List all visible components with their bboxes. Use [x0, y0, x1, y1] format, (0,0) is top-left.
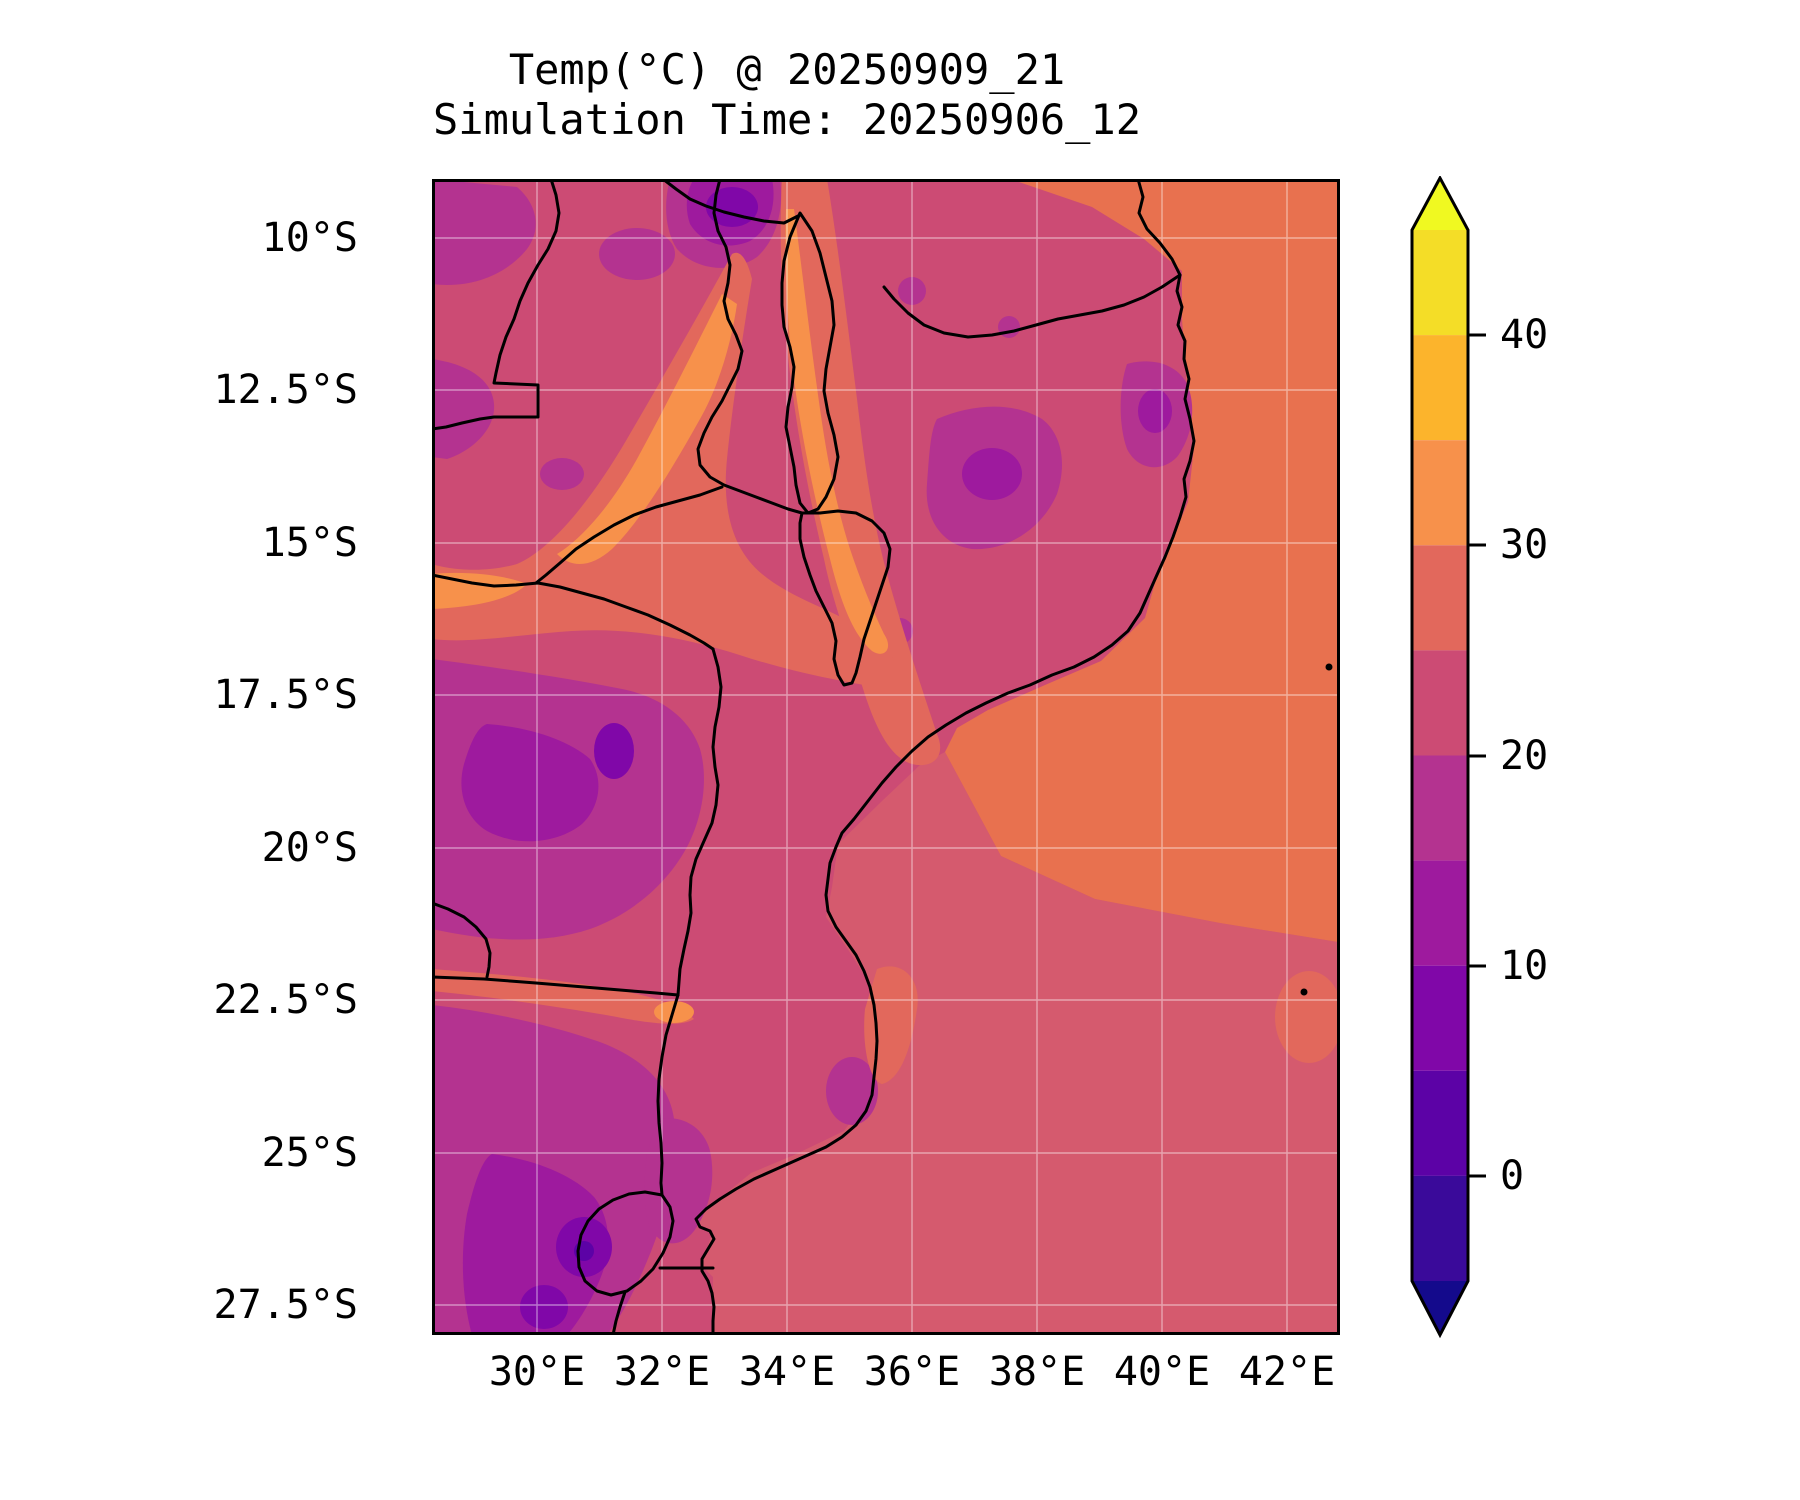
colorbar-segment: [1412, 860, 1468, 966]
colorbar-segment: [1412, 755, 1468, 861]
colorbar-tick-label: 10: [1500, 943, 1549, 989]
colorbar: [1410, 176, 1486, 1339]
border-eswatini: [576, 1190, 675, 1297]
border-malawi-west: [696, 179, 804, 515]
border-ruvuma: [882, 273, 1182, 339]
border-congo-pedicle: [432, 179, 561, 431]
region-ocean-southeast: [694, 752, 1338, 1335]
region-namuli-cool-core: [962, 448, 1022, 500]
region-hill-dot-1: [898, 277, 926, 305]
colorbar-outline: [1410, 176, 1470, 1339]
plot-subtitle: Simulation Time: 20250906_12: [432, 95, 1142, 144]
y-tick-label: 17.5°S: [213, 672, 359, 718]
region-sw-cool-core: [462, 1154, 609, 1335]
region-lake-malawi-rift-warm: [780, 179, 941, 766]
y-tick-label: 12.5°S: [213, 367, 359, 413]
x-tick-label: 42°E: [1238, 1349, 1336, 1395]
region-sw-cold-spot-2: [520, 1285, 568, 1329]
colorbar-segment: [1412, 1175, 1468, 1281]
region-zimbabwe-cool-core: [461, 724, 599, 842]
colorbar-segment: [1412, 545, 1468, 651]
colorbar-tick-label: 20: [1500, 733, 1549, 779]
x-tick-label: 30°E: [488, 1349, 586, 1395]
colorbar-segment: [1412, 440, 1468, 546]
map-plot: [432, 179, 1340, 1335]
colorbar-segment: [1412, 1070, 1468, 1176]
region-warm-eddy-map-edge: [1275, 971, 1340, 1063]
region-luangwa-valley-hot: [557, 294, 737, 565]
y-tick-label: 27.5°S: [213, 1282, 359, 1328]
island-dot-2: [1300, 988, 1308, 996]
colorbar-ticks: [1468, 333, 1486, 1178]
region-nw-plateau-4: [540, 458, 584, 490]
region-ocean-northeast: [945, 179, 1338, 942]
colorbar-tick-label: 30: [1500, 522, 1549, 568]
colorbar-under-arrow: [1412, 1281, 1468, 1335]
colorbar-tick-label: 0: [1500, 1153, 1525, 1199]
y-tick-label: 20°S: [261, 825, 358, 871]
x-tick-label: 36°E: [863, 1349, 961, 1395]
region-highland-cold-spot: [594, 723, 634, 779]
borders: [432, 179, 1196, 1335]
border-southafrica-south: [611, 1290, 627, 1335]
colorbar-segment: [1412, 230, 1468, 336]
border-botswana-zimbabwe: [432, 901, 492, 979]
border-kruger: [656, 993, 680, 1197]
x-tick-label: 32°E: [613, 1349, 711, 1395]
colorbar-segment: [1412, 965, 1468, 1071]
border-zimbabwe-mozambique: [676, 647, 723, 997]
y-tick-label: 25°S: [261, 1130, 358, 1176]
region-nw-plateau-2: [599, 228, 675, 280]
region-nw-plateau-3: [432, 359, 495, 459]
region-coastal-ne-cool-core: [1138, 389, 1172, 433]
border-zambia-malawi: [534, 485, 724, 585]
colorbar-tick-label: 40: [1500, 312, 1549, 358]
x-tick-label: 34°E: [738, 1349, 836, 1395]
region-lake-malawi-hot-core: [785, 209, 889, 654]
border-malawi-south-lobe: [798, 509, 892, 687]
colorbar-over-arrow: [1412, 178, 1468, 230]
region-mid-zambezi-hot: [432, 572, 527, 609]
border-coastline: [694, 179, 1196, 1335]
colorbar-segment: [1412, 650, 1468, 756]
map-frame: [432, 179, 1340, 1335]
region-inhambane-hills: [826, 1057, 878, 1125]
island-dot-1: [1325, 663, 1333, 671]
y-tick-label: 15°S: [261, 520, 358, 566]
border-tanzania-zambia: [661, 179, 802, 225]
region-nw-plateau-1: [432, 179, 536, 285]
y-tick-label: 10°S: [261, 215, 358, 261]
region-limpopo-warm-streak: [432, 969, 694, 1024]
border-limpopo: [432, 975, 680, 997]
x-tick-label: 38°E: [988, 1349, 1086, 1395]
colorbar-segment: [1412, 335, 1468, 441]
y-tick-label: 22.5°S: [213, 977, 359, 1023]
border-zambezi-zambia: [432, 573, 715, 651]
x-tick-label: 40°E: [1113, 1349, 1211, 1395]
plot-title: Temp(°C) @ 20250909_21: [508, 45, 1066, 94]
